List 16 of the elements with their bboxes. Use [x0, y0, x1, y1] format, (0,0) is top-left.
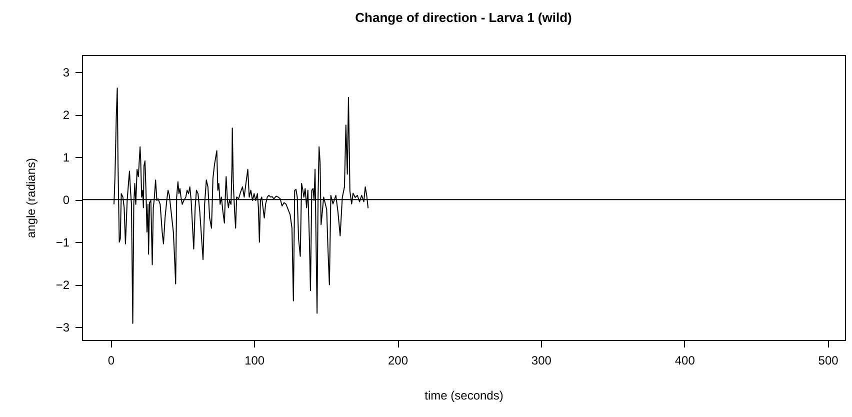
y-tick-label: −3: [56, 320, 70, 335]
x-tick-label: 100: [244, 354, 265, 368]
y-axis-title: angle (radians): [24, 158, 38, 238]
y-tick-label: 0: [62, 193, 70, 208]
x-tick-label: 0: [108, 354, 115, 368]
chart-title: Change of direction - Larva 1 (wild): [355, 10, 572, 25]
x-tick-label: 500: [818, 354, 839, 368]
y-tick-label: 2: [62, 108, 70, 122]
y-tick-label: −2: [56, 278, 70, 292]
x-tick-label: 300: [531, 354, 552, 368]
y-tick-label: −1: [56, 236, 70, 250]
x-axis-title: time (seconds): [424, 388, 504, 402]
y-tick-label: 1: [62, 150, 70, 165]
x-tick-label: 200: [388, 354, 408, 368]
x-tick-label: 400: [674, 354, 696, 368]
y-tick-label: 3: [62, 66, 70, 80]
